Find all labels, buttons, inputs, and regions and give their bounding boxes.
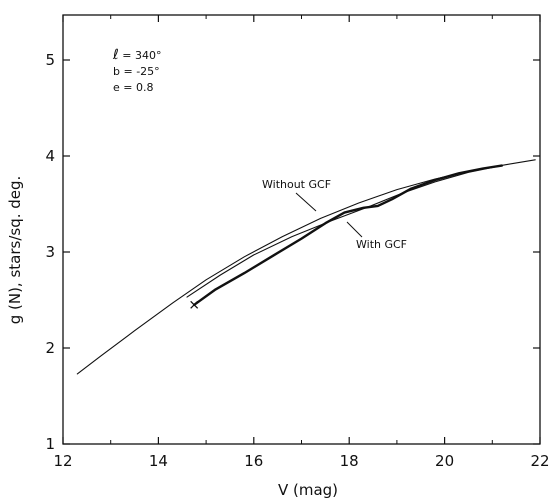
x-tick-label: 22 [530,452,549,470]
y-tick-label: 5 [45,51,55,69]
series-line-1 [192,164,503,306]
plot-frame [62,14,541,445]
x-tick-label: 14 [149,452,168,470]
parameter-e: e = 0.8 [113,81,153,94]
y-tick-label: 2 [45,339,55,357]
x-tick-label: 18 [340,452,359,470]
annotation-with-gcf-leader [346,221,363,238]
plot-frame-group [62,14,541,445]
annotation-without-gcf: Without GCF [262,178,331,191]
parameter-l: ℓ = 340° [112,47,162,63]
annotation-with-gcf: With GCF [356,238,407,251]
y-tick-label: 4 [45,147,55,165]
x-tick-label: 20 [435,452,454,470]
y-tick-label: 3 [45,243,55,261]
y-tick-label: 1 [45,435,55,453]
series-line-0 [76,159,536,375]
y-axis-title: g (N), stars/sq. deg. [6,176,24,325]
annotation-without-gcf-leader [295,192,317,212]
parameter-b: b = -25° [113,65,160,78]
series-line-2 [186,165,503,298]
series-group [76,159,536,375]
series-start-marker [190,300,199,309]
x-tick-label: 16 [244,452,263,470]
x-tick-label: 12 [53,452,72,470]
x-axis-title: V (mag) [278,481,338,499]
parameters-block: ℓ = 340° b = -25° e = 0.8 [112,47,162,94]
annotations-group: Without GCF With GCF [262,178,407,251]
